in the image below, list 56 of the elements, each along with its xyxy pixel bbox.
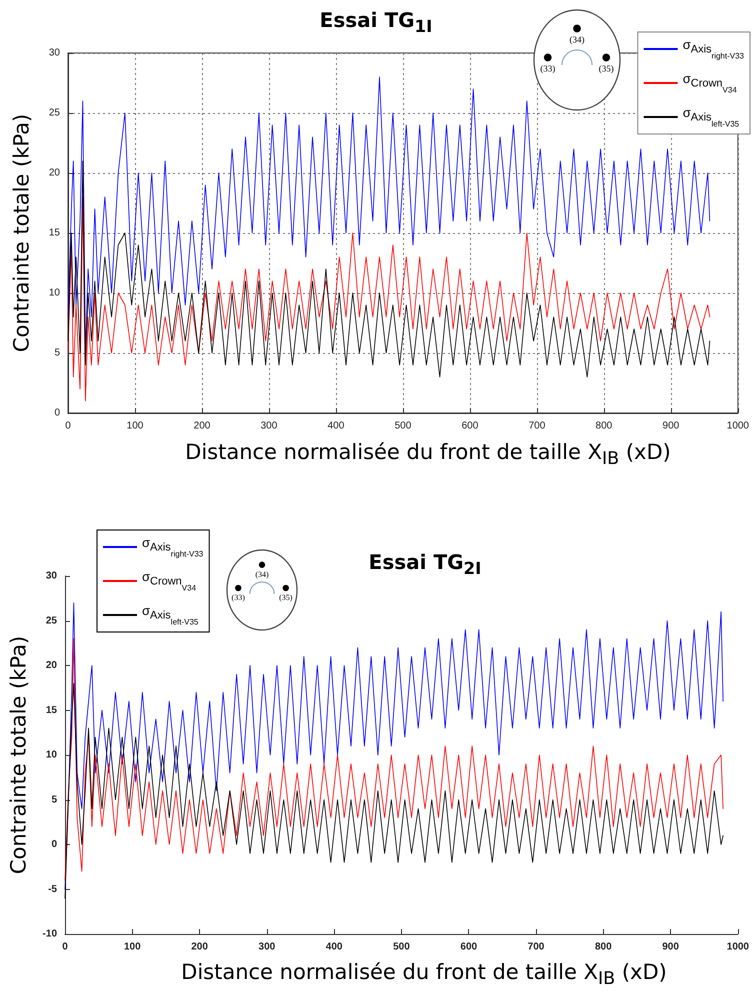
y-tick-label: -5	[48, 884, 58, 895]
y-tick-label: -10	[42, 928, 58, 940]
annotation: (33)	[232, 593, 246, 602]
circle-diagram: (33) (34) (35)	[225, 548, 299, 632]
x-axis-title: Distance normalisée du front de taille X$_{IB}$ (xD)	[185, 440, 671, 470]
y-tick-label: 20	[46, 660, 58, 671]
line-series	[68, 196, 710, 402]
y-tick-label: 10	[46, 750, 58, 760]
annotation: (35)	[279, 593, 293, 602]
y-tick-label: 5	[51, 794, 58, 806]
x-tick-label: 800	[594, 942, 612, 952]
circle-diagram: (33) (34) (35)	[532, 8, 622, 112]
y-tick-label: 20	[48, 168, 60, 178]
line-series	[68, 160, 710, 378]
x-tick-label: 600	[460, 942, 478, 952]
y-tick-label: 0	[51, 839, 58, 850]
x-tick-label: 700	[528, 420, 546, 432]
x-tick-label: 100	[124, 942, 142, 952]
y-tick-label: 5	[54, 348, 60, 358]
x-tick-label: 900	[662, 420, 680, 432]
y-axis-title: Contrainte totale (kPa)	[10, 114, 34, 352]
annotation: (33)	[540, 63, 556, 74]
x-tick-label: 400	[326, 942, 343, 952]
y-tick-label: 30	[48, 48, 60, 58]
x-tick-label: 200	[191, 942, 208, 952]
annotation: (34)	[255, 570, 269, 579]
x-tick-label: 200	[194, 420, 211, 432]
x-tick-label: 100	[126, 420, 144, 432]
x-tick-label: 0	[62, 942, 68, 952]
annotation: (35)	[598, 63, 614, 74]
x-tick-label: 500	[393, 942, 410, 952]
line-series	[64, 638, 724, 881]
y-tick-label: 10	[48, 288, 60, 298]
y-tick-label: 25	[46, 615, 58, 626]
y-tick-label: 30	[46, 570, 58, 582]
chart-title: Essai TG$_{2I}$	[368, 550, 482, 578]
x-tick-label: 1000	[726, 942, 750, 952]
y-tick-label: 15	[46, 704, 58, 716]
x-tick-label: 300	[258, 942, 276, 952]
x-axis-title: Distance normalisée du front de taille X$_{IB}$ (xD)	[181, 960, 667, 990]
x-tick-label: 300	[260, 420, 278, 432]
x-tick-label: 500	[394, 420, 412, 432]
y-tick-label: 0	[54, 408, 60, 418]
y-axis-title: Contrainte totale (kPa)	[6, 636, 30, 874]
x-tick-label: 600	[462, 420, 479, 432]
x-tick-label: 800	[596, 420, 613, 432]
x-tick-label: 1000	[726, 420, 750, 432]
line-series	[64, 602, 724, 890]
y-tick-label: 15	[48, 228, 60, 238]
x-tick-label: 700	[528, 942, 545, 952]
x-tick-label: 900	[662, 942, 680, 952]
chart-title: Essai TG$_{1I}$	[320, 8, 432, 36]
line-series	[64, 683, 724, 899]
x-tick-label: 400	[328, 420, 345, 432]
y-tick-label: 25	[48, 108, 60, 118]
x-tick-label: 0	[65, 420, 72, 432]
